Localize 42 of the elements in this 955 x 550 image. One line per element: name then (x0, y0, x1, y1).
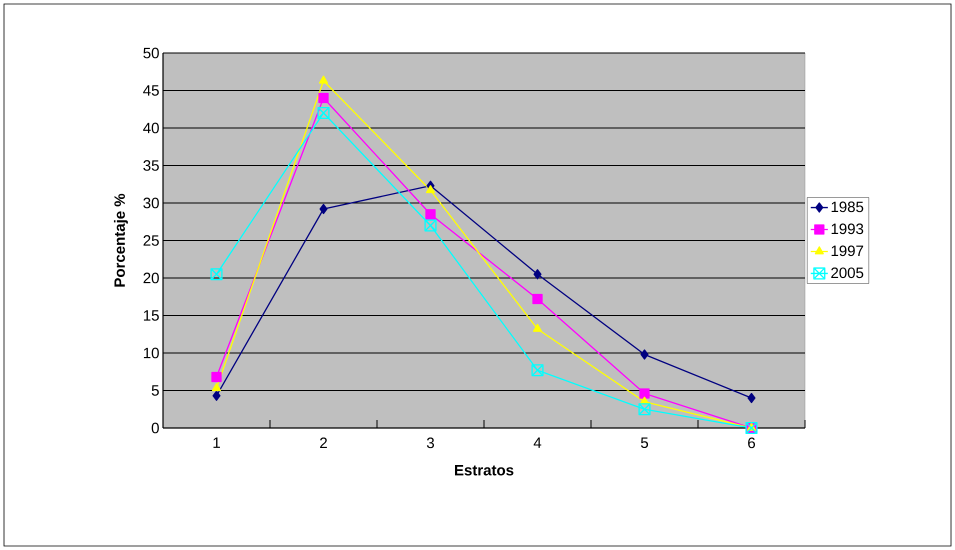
x-axis-title: Estratos (454, 465, 514, 476)
y-tick-label: 10 (144, 348, 159, 358)
y-tick-label: 40 (143, 122, 159, 134)
point (212, 383, 222, 392)
y-tick-label: 45 (143, 85, 159, 96)
legend-label: 1993 (832, 224, 864, 234)
point (531, 364, 544, 376)
point (318, 76, 328, 84)
y-tick-label: 35 (143, 160, 159, 171)
point (532, 294, 543, 304)
y-tick-label: 15 (144, 310, 159, 321)
x-tick-label: 4 (534, 438, 542, 448)
legend-label: 2005 (831, 267, 864, 278)
y-tick-label: 5 (152, 385, 159, 396)
x-tick-label: 6 (748, 438, 756, 448)
point (319, 204, 328, 214)
point (425, 209, 436, 220)
legend-label: 1985 (832, 202, 864, 212)
y-tick-label: 50 (143, 48, 159, 58)
y-tick-label: 30 (143, 198, 159, 208)
point (532, 324, 542, 332)
point (317, 106, 330, 120)
y-tick-label: 20 (144, 272, 159, 284)
point (638, 403, 651, 416)
y-tick-label: 0 (152, 422, 159, 434)
point (747, 392, 756, 404)
point (426, 185, 436, 194)
y-axis-title: Porcentaje % (114, 194, 128, 287)
point (424, 219, 437, 232)
point (639, 388, 650, 399)
point (318, 92, 329, 104)
point (640, 349, 649, 360)
legend-label: 1997 (832, 245, 864, 256)
point (211, 372, 222, 382)
point (533, 269, 542, 280)
point (212, 390, 221, 401)
point (210, 268, 223, 280)
x-tick-label: 1 (213, 438, 220, 448)
x-tick-label: 5 (640, 438, 648, 448)
x-tick-label: 3 (426, 438, 434, 448)
x-tick-label: 2 (320, 438, 327, 448)
y-tick-label: 25 (144, 235, 159, 246)
